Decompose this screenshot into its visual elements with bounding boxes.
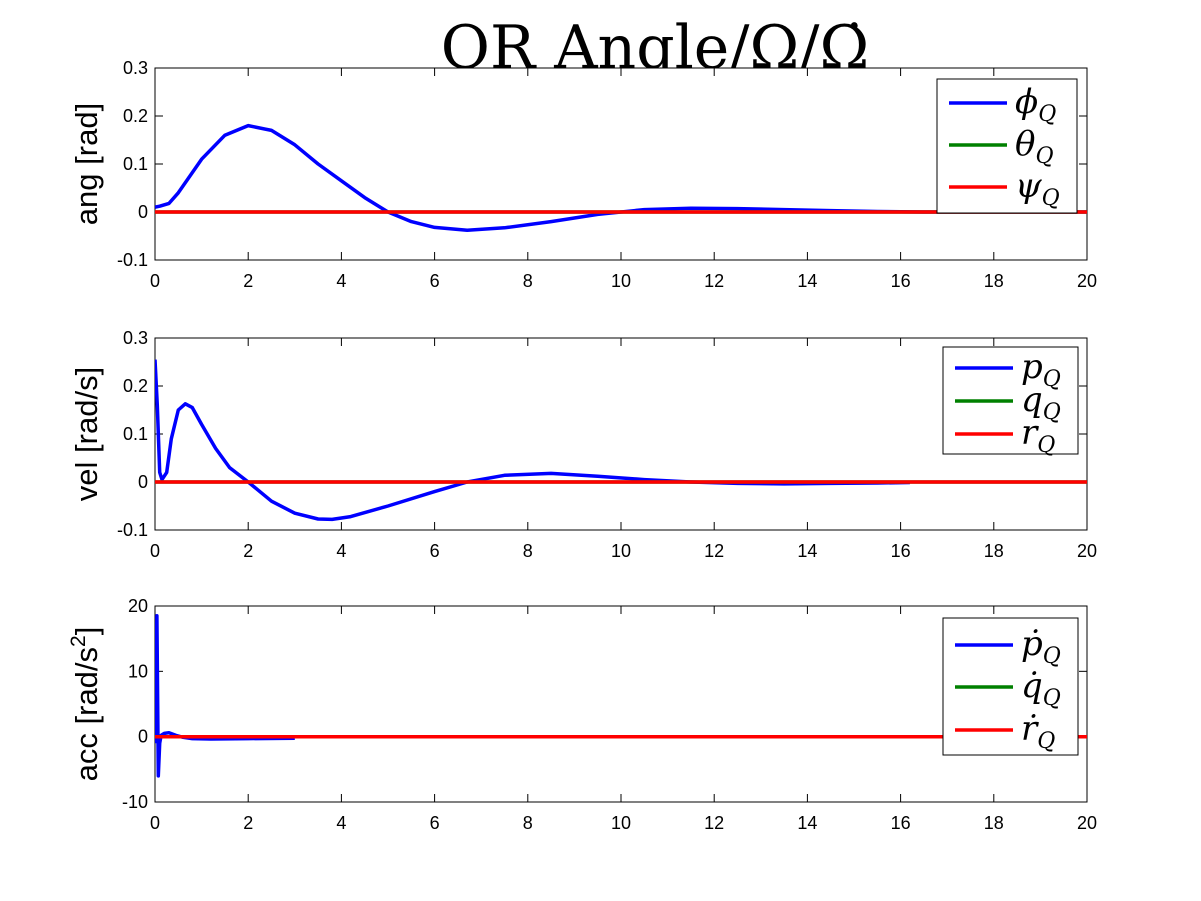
y-axis-label-superscript: 2 xyxy=(67,635,90,647)
x-tick-label: 20 xyxy=(1077,813,1097,833)
legend: ṗQq̇QṙQ xyxy=(942,617,1079,756)
x-tick-label: 2 xyxy=(243,541,253,561)
y-tick-label: -10 xyxy=(122,792,148,812)
x-tick-label: 12 xyxy=(704,541,724,561)
legend-label-3: ṙQ xyxy=(1021,709,1055,754)
x-tick-label: 10 xyxy=(611,541,631,561)
y-tick-label: -0.1 xyxy=(117,250,148,270)
legend-label-3: rQ xyxy=(1021,413,1055,458)
legend-subscript: Q xyxy=(1038,102,1056,127)
legend-symbol: p xyxy=(1021,347,1043,387)
legend-label-3: ψQ xyxy=(1015,166,1060,211)
x-tick-label: 12 xyxy=(704,813,724,833)
x-tick-label: 10 xyxy=(611,271,631,291)
y-tick-label: 0.3 xyxy=(123,58,148,78)
y-axis-label-text: vel [rad/s] xyxy=(69,367,104,501)
x-tick-label: 16 xyxy=(891,271,911,291)
x-tick-label: 8 xyxy=(523,813,533,833)
x-tick-label: 18 xyxy=(984,271,1004,291)
y-tick-label: 0.2 xyxy=(123,106,148,126)
y-tick-label: 10 xyxy=(128,661,148,681)
y-tick-label: 0 xyxy=(138,727,148,747)
legend-subscript: Q xyxy=(1043,644,1061,669)
legend-symbol: q̇ xyxy=(1021,666,1043,706)
y-tick-label: 0.1 xyxy=(123,424,148,444)
legend-symbol: ṗ xyxy=(1021,624,1043,664)
x-tick-label: 2 xyxy=(243,813,253,833)
y-tick-label: 0.1 xyxy=(123,154,148,174)
x-tick-label: 14 xyxy=(797,271,817,291)
x-tick-label: 12 xyxy=(704,271,724,291)
legend-label-2: θQ xyxy=(1015,124,1054,169)
x-tick-label: 2 xyxy=(243,271,253,291)
legend-label-1: ϕQ xyxy=(1015,82,1056,127)
series-line-1 xyxy=(155,614,295,778)
x-tick-label: 20 xyxy=(1077,271,1097,291)
x-tick-label: 14 xyxy=(797,813,817,833)
x-tick-label: 4 xyxy=(336,271,346,291)
axes-box xyxy=(154,605,1088,803)
legend-subscript: Q xyxy=(1043,367,1061,392)
legend-symbol: ṙ xyxy=(1021,709,1039,749)
y-tick-label: 0 xyxy=(138,202,148,222)
y-tick-label: -0.1 xyxy=(117,520,148,540)
x-tick-label: 14 xyxy=(797,541,817,561)
axes-box xyxy=(154,67,1088,261)
legend-symbol: ϕ xyxy=(1015,82,1038,122)
x-tick-label: 8 xyxy=(523,541,533,561)
y-axis-label-end: ] xyxy=(69,627,104,636)
legend-subscript: Q xyxy=(1037,433,1055,458)
axes-box xyxy=(154,337,1088,531)
y-tick-label: 0.3 xyxy=(123,328,148,348)
legend-subscript: Q xyxy=(1037,729,1055,754)
y-axis-label-text: acc [rad/s xyxy=(69,647,104,781)
x-tick-label: 16 xyxy=(891,541,911,561)
legend-label-2: q̇Q xyxy=(1021,666,1061,711)
legend-symbol: r xyxy=(1021,413,1039,453)
y-axis-label: acc [rad/s2] xyxy=(67,627,104,782)
legend-subscript: Q xyxy=(1035,144,1053,169)
x-tick-label: 8 xyxy=(523,271,533,291)
legend-label-2: qQ xyxy=(1021,380,1061,425)
x-tick-label: 6 xyxy=(430,813,440,833)
x-tick-label: 18 xyxy=(984,813,1004,833)
x-tick-label: 20 xyxy=(1077,541,1097,561)
y-axis-label: vel [rad/s] xyxy=(69,367,104,501)
y-tick-label: 0 xyxy=(138,472,148,492)
x-tick-label: 18 xyxy=(984,541,1004,561)
x-tick-label: 16 xyxy=(891,813,911,833)
legend-subscript: Q xyxy=(1043,686,1061,711)
x-tick-label: 0 xyxy=(150,271,160,291)
y-tick-label: 0.2 xyxy=(123,376,148,396)
y-axis-label-text: ang [rad] xyxy=(69,103,104,225)
x-tick-label: 6 xyxy=(430,271,440,291)
y-axis-label: ang [rad] xyxy=(69,103,104,225)
legend-subscript: Q xyxy=(1042,186,1060,211)
x-tick-label: 10 xyxy=(611,813,631,833)
legend-symbol: θ xyxy=(1015,124,1035,164)
legend-label-1: ṗQ xyxy=(1021,624,1061,669)
y-tick-label: 20 xyxy=(128,596,148,616)
x-tick-label: 0 xyxy=(150,813,160,833)
x-tick-label: 0 xyxy=(150,541,160,561)
x-tick-label: 4 xyxy=(336,541,346,561)
legend-subscript: Q xyxy=(1043,400,1061,425)
legend-label-1: pQ xyxy=(1021,347,1061,392)
x-tick-label: 6 xyxy=(430,541,440,561)
legend-symbol: ψ xyxy=(1015,166,1042,206)
legend-symbol: q xyxy=(1021,380,1043,420)
x-tick-label: 4 xyxy=(336,813,346,833)
